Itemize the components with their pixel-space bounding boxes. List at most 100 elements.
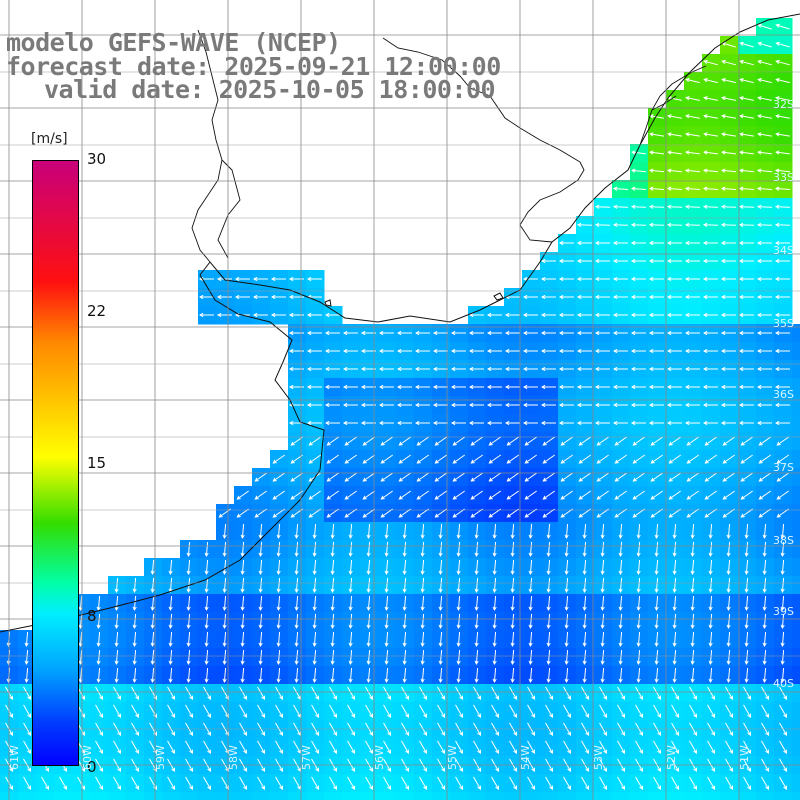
wind-arrow [564,541,569,558]
wind-arrow [594,240,610,246]
wind-arrow [380,454,393,464]
wind-arrow [344,508,357,518]
lat-label: 32S [773,98,794,111]
wind-arrow [258,613,263,630]
wind-arrow [522,384,538,390]
wind-arrow [581,740,590,755]
wind-arrow [636,613,641,630]
wind-arrow [702,222,719,228]
wind-arrow [648,402,664,408]
wind-arrow [185,776,194,791]
wind-arrow [438,631,443,648]
wind-arrow [685,132,700,137]
wind-cell [216,792,235,800]
wind-arrow [311,704,320,719]
wind-arrow [722,490,735,500]
wind-arrow [649,150,664,155]
wind-arrow [347,776,356,791]
wind-arrow [396,420,412,426]
wind-arrow [720,168,737,173]
wind-arrow [504,420,520,426]
wind-arrow [739,59,754,66]
wind-cell [720,792,739,800]
wind-arrow [758,436,771,446]
wind-arrow [396,384,412,390]
wind-arrow [348,523,353,540]
wind-arrow [168,649,173,666]
wind-arrow [420,559,425,576]
wind-arrow [186,631,191,648]
wind-arrow [776,472,789,482]
wind-arrow [636,559,641,576]
wind-arrow [366,631,371,648]
wind-arrow [185,704,194,719]
wind-arrow [780,631,785,648]
wind-arrow [347,686,356,701]
wind-arrow [258,649,263,666]
wind-arrow [528,667,533,684]
colorbar-tick-8: 8 [87,607,97,625]
wind-cell [792,396,800,415]
wind-arrow [684,186,701,191]
wind-arrow [294,667,299,684]
wind-arrow [275,686,284,701]
wind-arrow [582,649,587,666]
wind-arrow [738,330,754,336]
wind-arrow [474,523,479,540]
colorbar-unit: [m/s] [31,131,68,147]
wind-arrow [636,541,641,558]
wind-arrow [258,595,263,612]
wind-arrow [114,595,119,612]
wind-arrow [756,276,772,282]
wind-arrow [690,595,695,612]
wind-arrow [510,631,515,648]
wind-arrow [702,402,718,408]
wind-arrow [576,294,592,300]
wind-arrow [617,740,626,755]
wind-arrow [648,420,664,426]
lat-label: 40S [773,677,794,690]
wind-arrow [650,436,663,446]
wind-arrow [725,686,734,701]
wind-arrow [596,436,609,446]
wind-arrow [380,508,393,518]
wind-arrow [288,348,304,354]
wind-arrow [740,436,753,446]
wind-arrow [761,704,770,719]
wind-arrow [739,114,754,119]
wind-arrow [186,667,191,684]
wind-arrow [654,559,659,576]
wind-arrow [720,402,736,408]
wind-arrow [596,490,609,500]
wind-arrow [272,454,285,464]
wind-arrow [384,523,389,540]
wind-arrow [614,472,627,482]
wind-arrow [776,490,789,500]
wind-arrow [342,420,358,426]
wind-arrow [774,312,790,318]
wind-arrow [270,312,286,318]
wind-arrow [416,490,429,500]
wind-arrow [348,559,353,576]
wind-arrow [576,348,592,354]
wind-arrow [366,649,371,666]
wind-arrow [617,686,626,701]
wind-arrow [326,454,339,464]
wind-arrow [631,150,646,155]
wind-arrow [690,559,695,576]
wind-arrow [437,686,446,701]
wind-arrow [667,150,682,155]
wind-arrow [398,490,411,500]
wind-arrow [563,776,572,791]
wind-arrow [366,595,371,612]
wind-arrow [167,704,176,719]
wind-arrow [546,613,551,630]
wind-arrow [635,704,644,719]
wind-arrow [236,508,249,518]
wind-arrow [186,595,191,612]
wind-arrow [703,132,718,137]
wind-arrow [685,96,700,101]
wind-arrow [703,59,718,66]
wind-arrow [582,595,587,612]
wind-arrow [581,776,590,791]
